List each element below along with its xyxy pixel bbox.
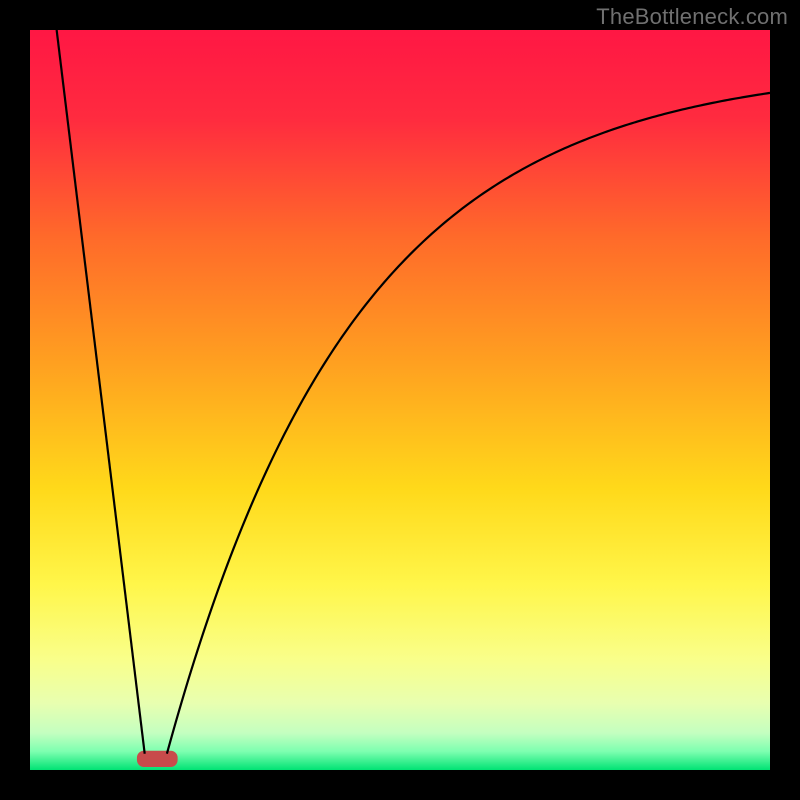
optimal-marker (137, 751, 178, 767)
bottleneck-chart (0, 0, 800, 800)
chart-container: TheBottleneck.com (0, 0, 800, 800)
chart-background (30, 30, 770, 770)
watermark-text: TheBottleneck.com (596, 4, 788, 30)
